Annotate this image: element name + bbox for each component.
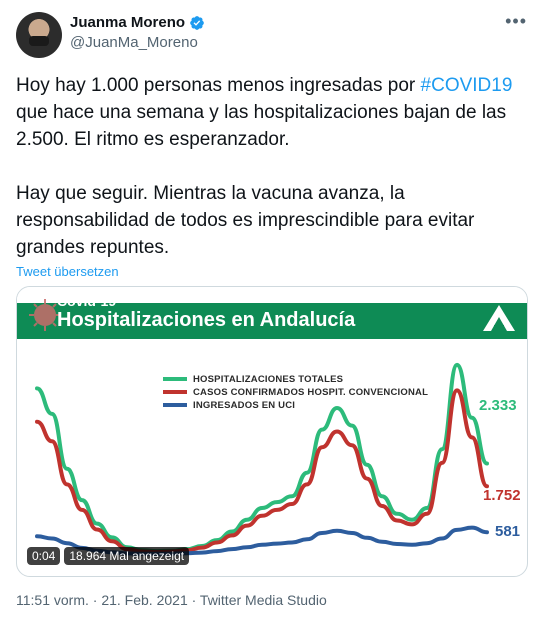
- tweet-paragraph-1: Hoy hay 1.000 personas menos ingresadas …: [16, 72, 526, 153]
- tweet-text-segment: Hoy hay 1.000 personas menos ingresadas …: [16, 75, 421, 96]
- series-line-1: [35, 388, 489, 554]
- chart-title: Hospitalizaciones en Andalucía: [57, 309, 356, 331]
- series-line-0: [35, 362, 489, 554]
- tweet-paragraph-2: Hay que seguir. Mientras la vacuna avanz…: [16, 183, 475, 258]
- author-row: Juanma Moreno: [70, 14, 205, 31]
- legend-label: HOSPITALIZACIONES TOTALES: [193, 373, 344, 385]
- banner-bar: [17, 303, 527, 339]
- avatar[interactable]: [16, 12, 62, 58]
- chart-banner: Covid-19 Hospitalizaciones en Andalucía: [17, 287, 527, 343]
- chart-kicker: Covid-19: [57, 293, 117, 309]
- hashtag-link[interactable]: #COVID19: [420, 75, 513, 96]
- legend-label: CASOS CONFIRMADOS HOSPIT. CONVENCIONAL: [193, 386, 429, 398]
- translate-link[interactable]: Tweet übersetzen: [16, 264, 119, 279]
- end-label-total: 2.333: [479, 397, 517, 414]
- legend-swatch: [163, 390, 187, 394]
- virus-icon: [29, 299, 61, 331]
- video-media[interactable]: Covid-19 Hospitalizaciones en Andalucía …: [16, 286, 528, 577]
- tweet-text: Hoy hay 1.000 personas menos ingresadas …: [16, 72, 526, 288]
- verified-icon: [190, 15, 204, 30]
- chart-legend: HOSPITALIZACIONES TOTALES CASOS CONFIRMA…: [163, 373, 428, 412]
- tweet-text-segment: que hace una semana y las hospitalizacio…: [16, 102, 507, 150]
- legend-swatch: [163, 377, 187, 381]
- handle[interactable]: @JuanMa_Moreno: [70, 34, 198, 51]
- junta-logo: [483, 305, 515, 331]
- more-icon[interactable]: •••: [505, 11, 527, 31]
- legend-label: INGRESADOS EN UCI: [193, 399, 296, 411]
- legend-item: INGRESADOS EN UCI: [163, 399, 428, 411]
- legend-swatch: [163, 403, 187, 407]
- video-overlay: 0:04 18.964 Mal angezeigt: [27, 547, 190, 565]
- end-label-conventional: 1.752: [483, 487, 521, 504]
- legend-item: HOSPITALIZACIONES TOTALES: [163, 373, 428, 385]
- video-time: 0:04: [27, 547, 61, 565]
- display-name[interactable]: Juanma Moreno: [70, 14, 186, 31]
- tweet-timestamp[interactable]: 11:51 vorm. · 21. Feb. 2021 · Twitter Me…: [16, 592, 327, 608]
- view-count: 18.964 Mal angezeigt: [64, 547, 190, 565]
- end-label-uci: 581: [495, 523, 521, 540]
- legend-item: CASOS CONFIRMADOS HOSPIT. CONVENCIONAL: [163, 386, 428, 398]
